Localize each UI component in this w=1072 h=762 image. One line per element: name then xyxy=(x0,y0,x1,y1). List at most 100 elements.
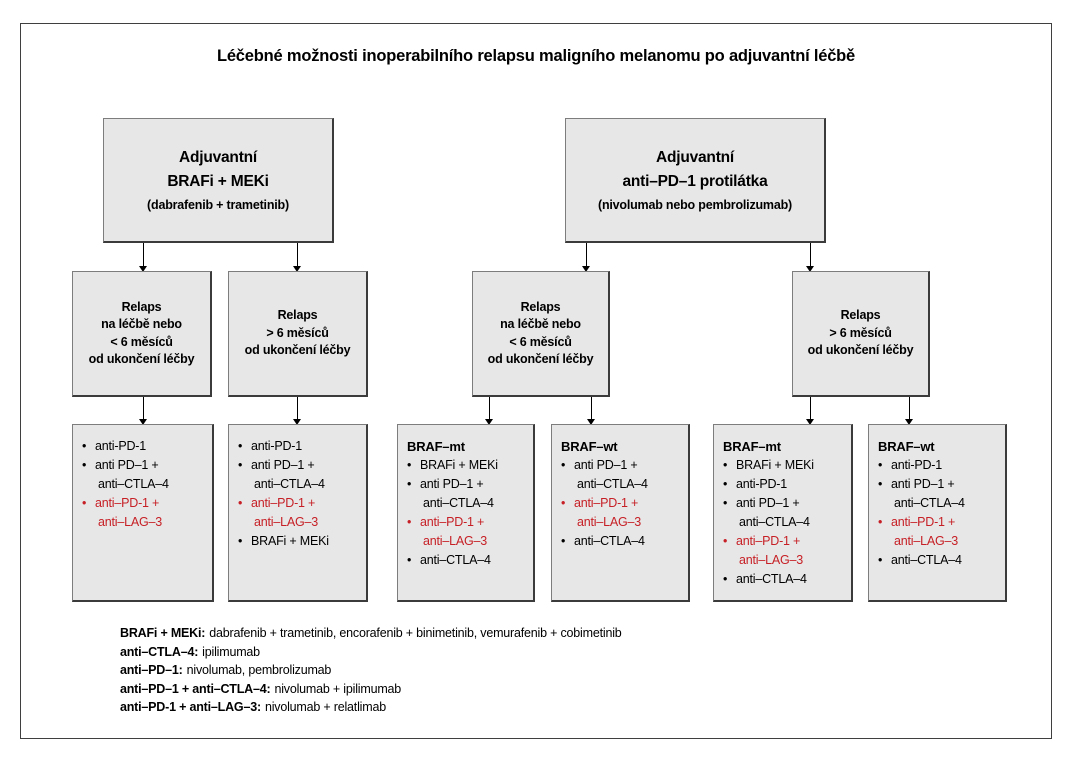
option-line: anti-PD-1 xyxy=(736,477,787,491)
connector-arrow xyxy=(139,397,148,425)
legend-term: BRAFi + MEKi: xyxy=(120,626,206,640)
option-line: BRAFi + MEKi xyxy=(736,458,814,472)
treatment-option: anti-PD-1 xyxy=(722,475,847,494)
option-line: anti PD–1 + xyxy=(251,458,315,472)
node-subline: (dabrafenib + trametinib) xyxy=(147,198,289,212)
option-line: anti–LAG–3 xyxy=(894,534,959,548)
treatment-option-highlighted: anti–PD-1 + anti–LAG–3 xyxy=(877,513,1001,551)
option-line: anti–PD-1 + xyxy=(891,515,956,529)
option-line: anti PD–1 + xyxy=(574,458,638,472)
option-line: BRAFi + MEKi xyxy=(251,534,329,548)
treatment-option: anti PD–1 + anti–CTLA–4 xyxy=(237,456,362,494)
legend-term: anti–PD-1 + anti–LAG–3: xyxy=(120,700,261,714)
option-line: anti–CTLA–4 xyxy=(254,477,325,491)
option-line: anti PD–1 + xyxy=(420,477,484,491)
legend-definition: nivolumab + ipilimumab xyxy=(274,681,402,696)
node-options-left-late-relapse: anti-PD-1 anti PD–1 + anti–CTLA–4 anti–PD… xyxy=(228,424,368,602)
option-line: anti–LAG–3 xyxy=(98,515,163,529)
connector-arrow xyxy=(582,243,591,272)
legend-row: anti–PD-1 + anti–LAG–3: nivolumab + relat… xyxy=(120,698,622,717)
option-line: anti PD–1 + xyxy=(95,458,159,472)
legend: BRAFi + MEKi: dabrafenib + trametinib, en… xyxy=(120,624,622,717)
option-line: anti–PD-1 + xyxy=(420,515,485,529)
treatment-option: BRAFi + MEKi xyxy=(406,456,529,475)
treatment-option: anti PD–1 + anti–CTLA–4 xyxy=(560,456,684,494)
legend-term: anti–PD–1 + anti–CTLA–4: xyxy=(120,681,271,696)
option-line: anti–CTLA–4 xyxy=(574,534,645,548)
node-line: od ukončení léčby xyxy=(88,352,195,366)
node-line: od ukončení léčby xyxy=(244,343,351,358)
treatment-option: BRAFi + MEKi xyxy=(237,532,362,551)
braf-status-header: BRAF–wt xyxy=(561,439,618,454)
option-line: anti–LAG–3 xyxy=(577,515,642,529)
node-options-braf-mt-late-relapse: BRAF–mt BRAFi + MEKi anti-PD-1 anti PD–1… xyxy=(713,424,853,602)
connector-arrow xyxy=(905,397,914,425)
option-line: anti–LAG–3 xyxy=(423,534,488,548)
legend-row: anti–PD–1 + anti–CTLA–4: nivolumab + ipil… xyxy=(120,680,622,699)
node-adjuvant-brafi-meki: Adjuvantní BRAFi + MEKi (dabrafenib + tr… xyxy=(103,118,334,243)
option-line: anti–LAG–3 xyxy=(739,553,804,567)
node-line: Relaps xyxy=(121,299,162,314)
option-line: anti-PD-1 xyxy=(891,458,942,472)
node-subline: (nivolumab nebo pembrolizumab) xyxy=(597,198,792,212)
option-line: anti–LAG–3 xyxy=(254,515,319,529)
node-relapse-gt6m-left: Relaps > 6 měsíců od ukončení léčby xyxy=(228,271,368,397)
option-line: anti PD–1 + xyxy=(891,477,955,491)
diagram-frame xyxy=(20,23,1052,739)
treatment-option-highlighted: anti–PD-1 + anti–LAG–3 xyxy=(237,494,362,532)
legend-term: anti–PD–1: xyxy=(120,663,183,677)
braf-status-header: BRAF–mt xyxy=(407,439,465,454)
option-line: anti–CTLA–4 xyxy=(894,496,965,510)
node-line: anti–PD–1 protilátka xyxy=(622,173,768,190)
node-line: od ukončení léčby xyxy=(807,343,914,358)
node-options-braf-wt-late-relapse: BRAF–wt anti-PD-1 anti PD–1 + anti–CTLA–4… xyxy=(868,424,1007,602)
node-line: Relaps xyxy=(840,308,881,323)
node-line: Relaps xyxy=(520,299,561,314)
option-line: anti–PD-1 + xyxy=(736,534,801,548)
node-adjuvant-anti-pd1: Adjuvantní anti–PD–1 protilátka (nivolum… xyxy=(565,118,826,243)
option-line: anti–PD-1 + xyxy=(574,496,639,510)
treatment-option: anti–CTLA–4 xyxy=(560,532,684,551)
node-line: BRAFi + MEKi xyxy=(167,173,269,190)
connector-arrow xyxy=(293,397,302,425)
braf-status-header: BRAF–wt xyxy=(878,439,935,454)
node-relapse-on-treatment-left: Relaps na léčbě nebo < 6 měsíců od ukonč… xyxy=(72,271,212,397)
treatment-option: anti PD–1 + anti–CTLA–4 xyxy=(81,456,208,494)
treatment-option: anti-PD-1 xyxy=(237,437,362,456)
option-line: anti-PD-1 xyxy=(251,439,302,453)
node-line: < 6 měsíců xyxy=(110,334,173,349)
legend-row: anti–PD–1: nivolumab, pembrolizumab xyxy=(120,661,622,680)
connector-arrow xyxy=(806,243,815,272)
node-line: na léčbě nebo xyxy=(101,317,182,331)
legend-definition: nivolumab + relatlimab xyxy=(264,700,386,714)
node-line: > 6 měsíců xyxy=(829,325,892,340)
legend-term: anti–CTLA–4: xyxy=(120,644,199,659)
option-line: anti–CTLA–4 xyxy=(423,496,494,510)
node-options-braf-wt-early-relapse: BRAF–wt anti PD–1 + anti–CTLA–4 anti–PD-1… xyxy=(551,424,690,602)
node-line: na léčbě nebo xyxy=(500,317,581,331)
legend-row: BRAFi + MEKi: dabrafenib + trametinib, en… xyxy=(120,624,622,643)
node-options-braf-mt-early-relapse: BRAF–mt BRAFi + MEKi anti PD–1 + anti–CTL… xyxy=(397,424,535,602)
treatment-option: anti-PD-1 xyxy=(81,437,208,456)
treatment-option: anti–CTLA–4 xyxy=(722,570,847,589)
diagram-title: Léčebné možnosti inoperabilního relapsu … xyxy=(216,47,856,65)
option-line: anti–CTLA–4 xyxy=(577,477,648,491)
node-line: Adjuvantní xyxy=(178,149,258,166)
treatment-option: anti PD–1 + anti–CTLA–4 xyxy=(722,494,847,532)
node-relapse-gt6m-right: Relaps > 6 měsíců od ukončení léčby xyxy=(792,271,930,397)
treatment-option-highlighted: anti–PD-1 + anti–LAG–3 xyxy=(81,494,208,532)
connector-arrow xyxy=(139,243,148,272)
treatment-option: BRAFi + MEKi xyxy=(722,456,847,475)
node-line: od ukončení léčby xyxy=(487,352,594,366)
connector-arrow xyxy=(293,243,302,272)
legend-definition: nivolumab, pembrolizumab xyxy=(186,663,332,677)
option-line: anti–CTLA–4 xyxy=(891,553,962,567)
treatment-option: anti PD–1 + anti–CTLA–4 xyxy=(877,475,1001,513)
legend-definition: dabrafenib + trametinib, encorafenib + b… xyxy=(209,626,622,640)
legend-row: anti–CTLA–4: ipilimumab xyxy=(120,643,622,662)
option-line: anti-PD-1 xyxy=(95,439,146,453)
treatment-option: anti–CTLA–4 xyxy=(406,551,529,570)
treatment-option-highlighted: anti–PD-1 + anti–LAG–3 xyxy=(560,494,684,532)
option-line: anti–CTLA–4 xyxy=(98,477,169,491)
